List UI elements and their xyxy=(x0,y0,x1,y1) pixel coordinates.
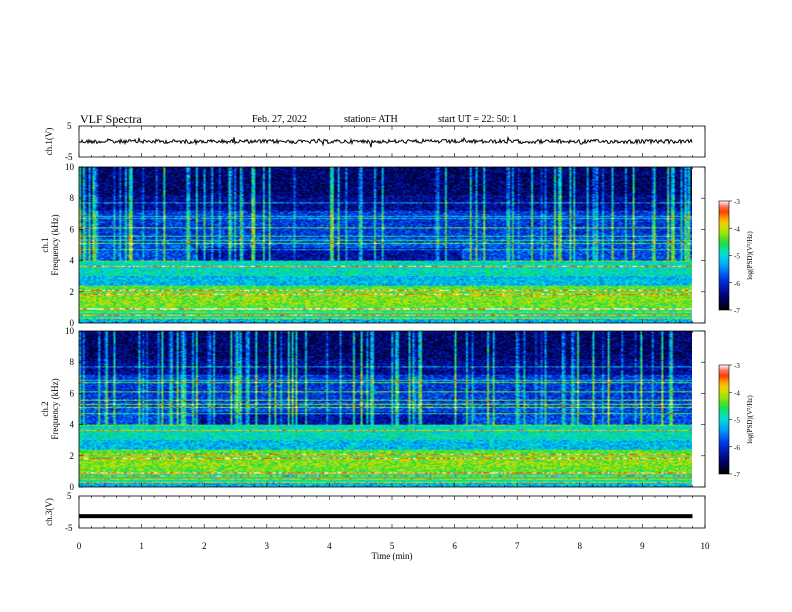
x-tick-label: 4 xyxy=(327,541,332,551)
y-tick-label: -5 xyxy=(65,523,73,533)
ch3-waveform-trace xyxy=(79,514,693,519)
y-tick-label: 5 xyxy=(67,121,72,131)
x-tick-label: 6 xyxy=(452,541,457,551)
colorbar-tick-label: -3 xyxy=(734,362,740,370)
ch3-waveform-frame xyxy=(78,495,706,529)
y-tick-label: 6 xyxy=(70,224,75,234)
y-tick-label: 10 xyxy=(65,162,75,172)
y-axis-label: ch.1 xyxy=(40,237,50,252)
x-tick-label: 7 xyxy=(515,541,520,551)
x-tick-label: 3 xyxy=(265,541,270,551)
station-label: station= ATH xyxy=(344,114,398,125)
y-tick-label: 4 xyxy=(70,420,75,430)
ch1-waveform-trace xyxy=(78,135,693,148)
date-label: Feb. 27, 2022 xyxy=(252,114,307,125)
colorbar-tick-label: -4 xyxy=(734,389,740,397)
x-tick-label: 1 xyxy=(139,541,144,551)
chart-title: VLF Spectra xyxy=(80,112,142,126)
y-tick-label: 0 xyxy=(70,482,75,492)
colorbar-tick-label: -4 xyxy=(734,225,740,233)
colorbar-tick-label: -5 xyxy=(734,417,740,425)
colorbar-label: log(PSD)(V²/Hz) xyxy=(746,231,754,280)
y-tick-label: 8 xyxy=(70,193,75,203)
x-tick-label: 2 xyxy=(202,541,207,551)
ch2-spectrogram-image xyxy=(79,331,692,487)
y-tick-label: 4 xyxy=(70,256,75,266)
x-tick-label: 9 xyxy=(640,541,645,551)
colorbar-tick-label: -3 xyxy=(734,198,740,206)
colorbar-label: log(PSD)(V²/Hz) xyxy=(746,395,754,444)
y-axis-label: ch.3(V) xyxy=(44,498,54,526)
colorbar-tick-label: -6 xyxy=(734,444,740,452)
y-tick-label: 6 xyxy=(70,388,75,398)
y-tick-label: 10 xyxy=(65,326,75,336)
ch2-spectrogram-colorbar xyxy=(718,364,730,475)
y-tick-label: 5 xyxy=(67,491,72,501)
y-axis-label: ch.2 xyxy=(40,401,50,416)
x-axis-label: Time (min) xyxy=(372,551,413,561)
x-tick-label: 10 xyxy=(701,541,711,551)
start-time-label: start UT = 22: 50: 1 xyxy=(438,114,518,125)
x-tick-label: 8 xyxy=(578,541,583,551)
y-axis-label-frequency: Frequency (kHz) xyxy=(50,214,60,275)
y-tick-label: 0 xyxy=(70,318,75,328)
x-tick-label: 0 xyxy=(77,541,82,551)
y-tick-label: -5 xyxy=(65,152,73,162)
colorbar-tick-label: -6 xyxy=(734,280,740,288)
colorbar-tick-label: -7 xyxy=(734,471,740,479)
x-tick-label: 5 xyxy=(390,541,395,551)
ch1-spectrogram-colorbar xyxy=(718,200,730,311)
y-tick-label: 2 xyxy=(70,287,75,297)
y-axis-label-frequency: Frequency (kHz) xyxy=(50,378,60,439)
colorbar-tick-label: -7 xyxy=(734,307,740,315)
y-tick-label: 8 xyxy=(70,357,75,367)
y-axis-label: ch.1(V) xyxy=(44,128,54,156)
colorbar-tick-label: -5 xyxy=(734,253,740,261)
y-tick-label: 2 xyxy=(70,451,75,461)
ch1-spectrogram-image xyxy=(79,167,692,323)
